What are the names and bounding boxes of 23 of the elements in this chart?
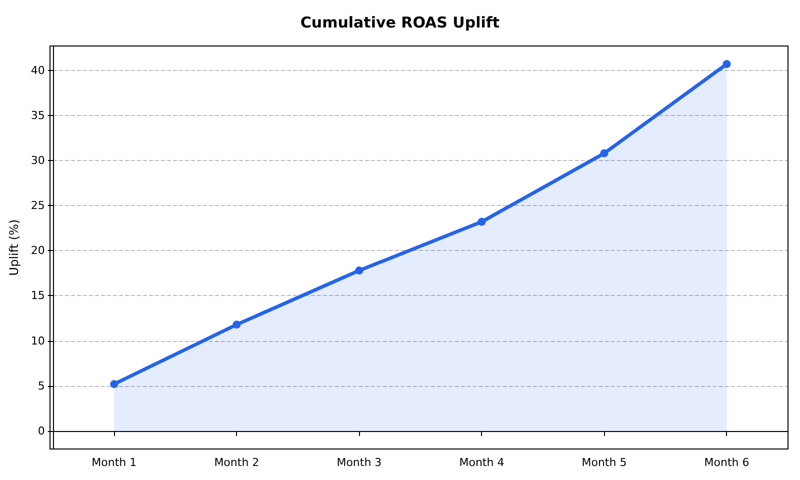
y-tick-label: 30 [30, 154, 45, 167]
x-tick-label: Month 2 [214, 456, 260, 469]
y-tick-label: 35 [30, 108, 45, 122]
chart-title: Cumulative ROAS Uplift [300, 14, 500, 32]
point [478, 218, 486, 226]
point [600, 149, 608, 158]
x-tick-label: Month 1 [92, 456, 137, 469]
y-tick-label: 10 [30, 334, 45, 348]
point [110, 380, 118, 388]
x-tick-label: Month 4 [459, 456, 504, 469]
y-axis-title: Uplift (%) [7, 219, 21, 276]
point [232, 320, 241, 329]
x-tick-label: Month 5 [582, 456, 627, 469]
y-tick-label: 5 [38, 379, 45, 392]
y-tick-label: 40 [30, 64, 45, 77]
y-tick-label: 0 [38, 424, 45, 438]
x-tick-label: Month 6 [704, 456, 750, 469]
y-tick-label: 20 [30, 244, 45, 258]
y-tick-label: 25 [30, 199, 45, 212]
point [722, 60, 731, 68]
x-tick-label: Month 3 [336, 456, 382, 469]
point [355, 266, 364, 274]
y-tick-label: 15 [30, 289, 45, 302]
